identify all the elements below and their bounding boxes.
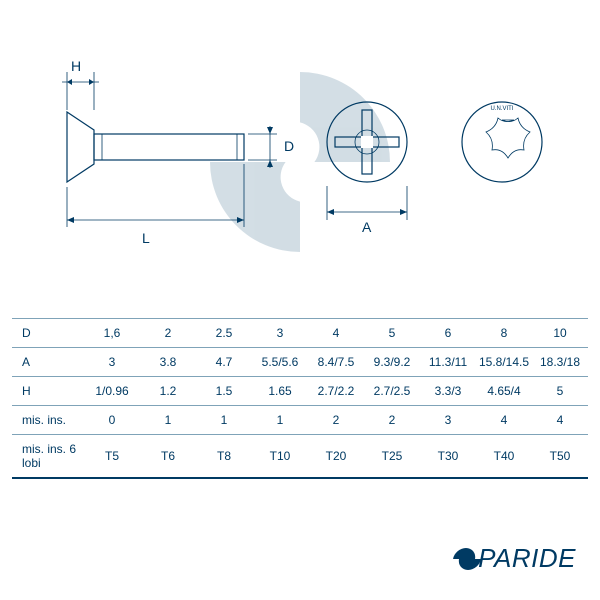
cell: 2.7/2.2 xyxy=(308,377,364,406)
torx-head-view: U.N.VITI xyxy=(452,92,552,192)
cell: 5 xyxy=(532,377,588,406)
cell: T5 xyxy=(84,435,140,479)
cell: 1 xyxy=(196,406,252,435)
row-label: mis. ins. xyxy=(12,406,84,435)
cell: 1.5 xyxy=(196,377,252,406)
table-row: H1/0.961.21.51.652.7/2.22.7/2.53.3/34.65… xyxy=(12,377,588,406)
cell: 1.2 xyxy=(140,377,196,406)
cell: 2 xyxy=(364,406,420,435)
row-label: H xyxy=(12,377,84,406)
cell: 15.8/14.5 xyxy=(476,348,532,377)
cell: 11.3/11 xyxy=(420,348,476,377)
cell: 1,6 xyxy=(84,319,140,348)
cell: T40 xyxy=(476,435,532,479)
row-label: D xyxy=(12,319,84,348)
cell: T30 xyxy=(420,435,476,479)
cell: 2 xyxy=(308,406,364,435)
cell: 4 xyxy=(532,406,588,435)
cell: 10 xyxy=(532,319,588,348)
cell: 3 xyxy=(252,319,308,348)
cell: T10 xyxy=(252,435,308,479)
cell: 2.5 xyxy=(196,319,252,348)
dimensions-table: D1,622.53456810A33.84.75.5/5.68.4/7.59.3… xyxy=(12,318,588,479)
label-H: H xyxy=(71,58,81,74)
cell: 5.5/5.6 xyxy=(252,348,308,377)
screw-side-view xyxy=(32,52,292,262)
row-label: mis. ins. 6 lobi xyxy=(12,435,84,479)
cell: 4 xyxy=(476,406,532,435)
head-marking: U.N.VITI xyxy=(490,106,513,112)
cell: 1 xyxy=(252,406,308,435)
table-row: mis. ins.011122344 xyxy=(12,406,588,435)
label-D: D xyxy=(284,138,294,154)
table-row: D1,622.53456810 xyxy=(12,319,588,348)
cell: 2 xyxy=(140,319,196,348)
cell: 9.3/9.2 xyxy=(364,348,420,377)
cell: T20 xyxy=(308,435,364,479)
label-L: L xyxy=(142,230,150,246)
cell: 18.3/18 xyxy=(532,348,588,377)
cell: T50 xyxy=(532,435,588,479)
logo-text: PARIDE xyxy=(478,543,576,573)
cell: 4 xyxy=(308,319,364,348)
cell: 2.7/2.5 xyxy=(364,377,420,406)
logo-s-mark xyxy=(454,548,476,570)
cell: T6 xyxy=(140,435,196,479)
cell: 3.8 xyxy=(140,348,196,377)
cell: 3.3/3 xyxy=(420,377,476,406)
cell: T25 xyxy=(364,435,420,479)
label-A: A xyxy=(362,219,371,235)
cell: 1.65 xyxy=(252,377,308,406)
cell: T8 xyxy=(196,435,252,479)
cell: 5 xyxy=(364,319,420,348)
technical-drawing-card: H L D A U.N.VITI D1,622.53456810A33.84.7… xyxy=(12,12,588,588)
cell: 4.65/4 xyxy=(476,377,532,406)
cell: 0 xyxy=(84,406,140,435)
cell: 3 xyxy=(420,406,476,435)
table-row: mis. ins. 6 lobiT5T6T8T10T20T25T30T40T50 xyxy=(12,435,588,479)
cell: 3 xyxy=(84,348,140,377)
cell: 8.4/7.5 xyxy=(308,348,364,377)
cell: 6 xyxy=(420,319,476,348)
screw-diagram: H L D A U.N.VITI xyxy=(12,12,588,312)
cell: 8 xyxy=(476,319,532,348)
cell: 1 xyxy=(140,406,196,435)
cell: 4.7 xyxy=(196,348,252,377)
cell: 1/0.96 xyxy=(84,377,140,406)
table-row: A33.84.75.5/5.68.4/7.59.3/9.211.3/1115.8… xyxy=(12,348,588,377)
brand-logo: PARIDE xyxy=(454,543,576,574)
row-label: A xyxy=(12,348,84,377)
